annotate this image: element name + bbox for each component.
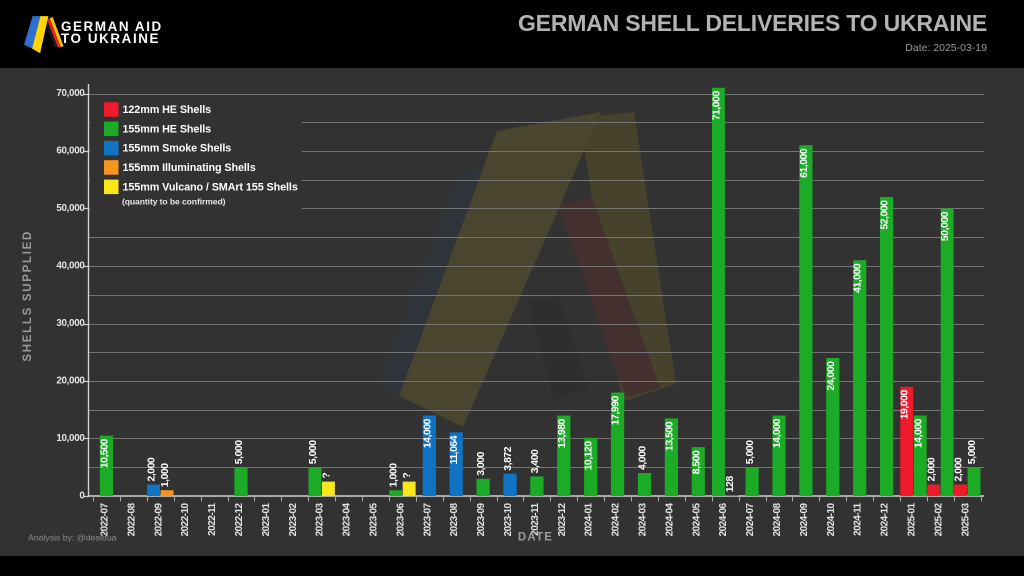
- svg-text:2025-02: 2025-02: [933, 503, 944, 537]
- svg-text:DATE: DATE: [518, 532, 553, 544]
- svg-text:122mm HE Shells: 122mm HE Shells: [123, 104, 212, 116]
- svg-text:155mm Smoke Shells: 155mm Smoke Shells: [123, 143, 232, 155]
- svg-text:2023-12: 2023-12: [557, 503, 568, 537]
- svg-text:2024-08: 2024-08: [772, 503, 783, 537]
- svg-text:3,000: 3,000: [476, 451, 487, 475]
- svg-text:2023-03: 2023-03: [315, 503, 326, 537]
- svg-text:2024-02: 2024-02: [611, 503, 622, 537]
- svg-text:24,000: 24,000: [826, 361, 837, 391]
- svg-text:155mm HE Shells: 155mm HE Shells: [123, 123, 212, 135]
- svg-text:11,064: 11,064: [449, 435, 460, 464]
- svg-text:2024-06: 2024-06: [718, 503, 729, 537]
- svg-text:40,000: 40,000: [56, 261, 85, 272]
- svg-text:?: ?: [402, 473, 413, 479]
- svg-text:155mm Vulcano / SMArt 155 Shel: 155mm Vulcano / SMArt 155 Shells: [123, 181, 298, 193]
- svg-text:60,000: 60,000: [56, 146, 85, 157]
- svg-text:14,000: 14,000: [772, 418, 783, 448]
- svg-text:2024-04: 2024-04: [664, 503, 675, 537]
- svg-text:2024-12: 2024-12: [880, 503, 891, 537]
- svg-text:70,000: 70,000: [56, 88, 85, 99]
- svg-text:5,000: 5,000: [234, 440, 245, 464]
- svg-text:2023-04: 2023-04: [342, 503, 353, 537]
- svg-text:SHELLS SUPPLIED: SHELLS SUPPLIED: [22, 230, 34, 362]
- svg-text:Analysis by: @deaidua: Analysis by: @deaidua: [28, 533, 117, 543]
- svg-text:2023-05: 2023-05: [369, 503, 380, 537]
- svg-text:2023-02: 2023-02: [288, 503, 299, 537]
- svg-text:2024-07: 2024-07: [745, 503, 756, 537]
- svg-text:2023-09: 2023-09: [476, 503, 487, 537]
- svg-text:2024-11: 2024-11: [853, 503, 864, 536]
- svg-text:5,000: 5,000: [745, 440, 756, 464]
- svg-text:5,000: 5,000: [308, 440, 319, 464]
- svg-text:61,000: 61,000: [799, 148, 810, 178]
- svg-text:17,990: 17,990: [611, 395, 622, 425]
- svg-text:2,000: 2,000: [927, 457, 938, 481]
- svg-text:10,120: 10,120: [584, 441, 595, 471]
- svg-text:2023-10: 2023-10: [503, 503, 514, 537]
- svg-text:2022-12: 2022-12: [234, 503, 245, 537]
- svg-text:2023-06: 2023-06: [395, 503, 406, 537]
- svg-text:2,000: 2,000: [147, 457, 158, 481]
- svg-text:13,980: 13,980: [557, 418, 568, 448]
- svg-text:50,000: 50,000: [940, 211, 951, 241]
- svg-text:41,000: 41,000: [853, 263, 864, 293]
- svg-text:2023-07: 2023-07: [422, 503, 433, 537]
- svg-text:3,400: 3,400: [530, 449, 541, 473]
- svg-text:?: ?: [321, 473, 332, 479]
- svg-text:155mm Illuminating Shells: 155mm Illuminating Shells: [123, 162, 256, 174]
- svg-text:1,000: 1,000: [160, 463, 171, 487]
- svg-text:4,000: 4,000: [638, 446, 649, 470]
- svg-text:2022-10: 2022-10: [180, 503, 191, 537]
- svg-text:52,000: 52,000: [880, 200, 891, 230]
- svg-text:2022-11: 2022-11: [207, 503, 218, 536]
- svg-text:2024-01: 2024-01: [584, 503, 595, 537]
- svg-text:3,872: 3,872: [503, 446, 514, 470]
- svg-text:2,000: 2,000: [954, 457, 965, 481]
- svg-text:2022-08: 2022-08: [126, 503, 137, 537]
- svg-text:2023-08: 2023-08: [449, 503, 460, 537]
- svg-text:2024-09: 2024-09: [799, 503, 810, 537]
- svg-text:14,000: 14,000: [913, 418, 924, 448]
- svg-text:10,000: 10,000: [56, 433, 85, 444]
- svg-text:2025-03: 2025-03: [960, 503, 971, 537]
- svg-text:8,500: 8,500: [691, 450, 702, 474]
- svg-text:10,500: 10,500: [100, 438, 111, 468]
- svg-text:2023-11: 2023-11: [530, 503, 541, 536]
- svg-text:128: 128: [725, 476, 736, 493]
- svg-text:71,000: 71,000: [711, 91, 722, 121]
- svg-text:2022-09: 2022-09: [153, 503, 164, 537]
- svg-text:13,500: 13,500: [664, 421, 675, 451]
- svg-text:2025-01: 2025-01: [907, 503, 918, 537]
- svg-text:5,000: 5,000: [967, 440, 978, 464]
- svg-text:(quantity to be confirmed): (quantity to be confirmed): [122, 197, 226, 207]
- svg-text:30,000: 30,000: [56, 318, 85, 329]
- svg-text:1,000: 1,000: [389, 463, 400, 487]
- svg-text:2023-01: 2023-01: [261, 503, 272, 537]
- svg-text:0: 0: [79, 491, 85, 502]
- svg-text:20,000: 20,000: [56, 376, 85, 387]
- svg-text:2024-10: 2024-10: [826, 503, 837, 537]
- svg-text:19,000: 19,000: [900, 390, 911, 420]
- svg-text:2022-07: 2022-07: [100, 503, 111, 537]
- svg-text:2024-03: 2024-03: [638, 503, 649, 537]
- svg-text:2024-05: 2024-05: [691, 503, 702, 537]
- svg-text:50,000: 50,000: [56, 203, 85, 214]
- svg-text:14,000: 14,000: [422, 418, 433, 448]
